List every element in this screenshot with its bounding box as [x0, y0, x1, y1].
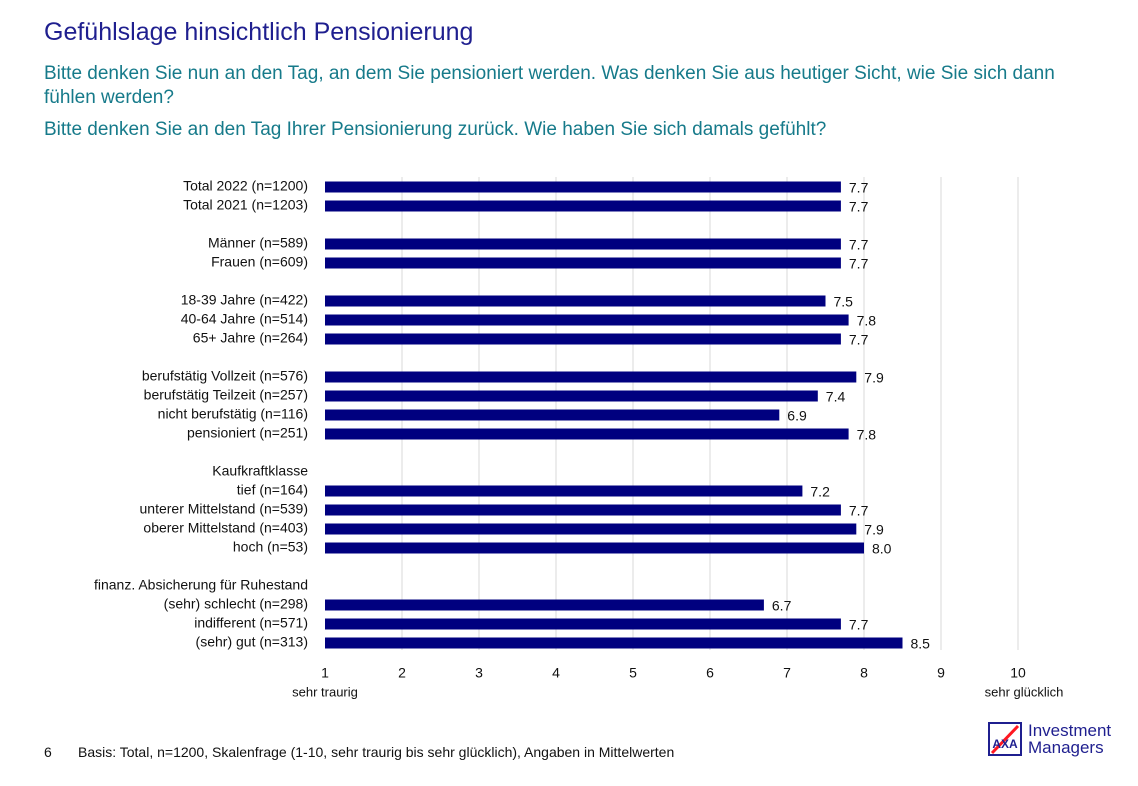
- bar-label: berufstätig Vollzeit (n=576): [142, 368, 308, 384]
- bar: [325, 542, 864, 554]
- data-label: 7.9: [864, 370, 884, 386]
- bar-label: 65+ Jahre (n=264): [193, 330, 308, 346]
- bar: [325, 371, 857, 383]
- x-tick-label: 8: [860, 665, 868, 681]
- bar-label: hoch (n=53): [233, 539, 308, 555]
- x-tick-label: 2: [398, 665, 406, 681]
- bar-label: berufstätig Teilzeit (n=257): [144, 387, 308, 403]
- survey-question-past: Bitte denken Sie an den Tag Ihrer Pensio…: [44, 119, 827, 140]
- bar: [325, 523, 857, 535]
- logo-text-line-1: Investment: [1028, 721, 1112, 740]
- data-label: 7.4: [826, 389, 846, 405]
- bar-label: Total 2021 (n=1203): [183, 197, 308, 213]
- bar: [325, 200, 841, 212]
- footnote: Basis: Total, n=1200, Skalenfrage (1-10,…: [78, 744, 675, 760]
- bar: [325, 314, 849, 326]
- bar: [325, 428, 849, 440]
- bar-label: (sehr) schlecht (n=298): [164, 596, 308, 612]
- bar-label: Frauen (n=609): [211, 254, 308, 270]
- bar: [325, 618, 841, 630]
- scale-min-label: sehr traurig: [292, 684, 358, 699]
- data-label: 7.7: [849, 332, 869, 348]
- x-tick-label: 1: [321, 665, 329, 681]
- bar-label: Total 2022 (n=1200): [183, 178, 308, 194]
- bar-label: tief (n=164): [237, 482, 308, 498]
- bar-label: 18-39 Jahre (n=422): [181, 292, 308, 308]
- data-label: 6.9: [787, 408, 807, 424]
- survey-question-future: Bitte denken Sie nun an den Tag, an dem …: [44, 63, 1055, 108]
- data-label: 7.7: [849, 503, 869, 519]
- bar: [325, 485, 803, 497]
- x-tick-label: 4: [552, 665, 560, 681]
- data-label: 7.8: [857, 427, 877, 443]
- data-label: 7.7: [849, 256, 869, 272]
- bar: [325, 238, 841, 250]
- data-label: 8.0: [872, 541, 892, 557]
- axa-logo-lettering: AXA: [992, 737, 1018, 751]
- data-label: 7.7: [849, 180, 869, 196]
- logo-text-line-2: Managers: [1028, 738, 1104, 757]
- bar: [325, 504, 841, 516]
- bar: [325, 409, 780, 421]
- x-tick-label: 5: [629, 665, 637, 681]
- x-tick-label: 10: [1010, 665, 1026, 681]
- bar-label: oberer Mittelstand (n=403): [143, 520, 308, 536]
- data-label: 7.8: [857, 313, 877, 329]
- bar: [325, 181, 841, 193]
- category-heading: finanz. Absicherung für Ruhestand: [94, 577, 308, 593]
- x-tick-label: 9: [937, 665, 945, 681]
- x-tick-label: 7: [783, 665, 791, 681]
- page-title: Gefühlslage hinsichtlich Pensionierung: [44, 18, 474, 46]
- bar: [325, 637, 903, 649]
- bar-label: (sehr) gut (n=313): [196, 634, 308, 650]
- bar-label: indifferent (n=571): [194, 615, 308, 631]
- bar: [325, 295, 826, 307]
- bar-label: pensioniert (n=251): [187, 425, 308, 441]
- data-label: 8.5: [911, 636, 931, 652]
- x-tick-label: 6: [706, 665, 714, 681]
- bar-label: unterer Mittelstand (n=539): [140, 501, 308, 517]
- axa-im-logo: AXA Investment Managers: [988, 720, 1118, 760]
- category-heading: Kaufkraftklasse: [212, 463, 308, 479]
- data-label: 7.9: [864, 522, 884, 538]
- data-label: 7.7: [849, 237, 869, 253]
- page-number: 6: [44, 744, 52, 760]
- bar: [325, 257, 841, 269]
- axa-logo-icon: AXA: [988, 722, 1022, 756]
- scale-max-label: sehr glücklich: [985, 684, 1064, 699]
- bar-label: 40-64 Jahre (n=514): [181, 311, 308, 327]
- bar: [325, 599, 764, 611]
- data-label: 6.7: [772, 598, 792, 614]
- bar-label: Männer (n=589): [208, 235, 308, 251]
- data-label: 7.5: [834, 294, 854, 310]
- bar: [325, 333, 841, 345]
- data-label: 7.7: [849, 617, 869, 633]
- data-label: 7.7: [849, 199, 869, 215]
- data-label: 7.2: [810, 484, 830, 500]
- bar: [325, 390, 818, 402]
- x-tick-label: 3: [475, 665, 483, 681]
- bar-label: nicht berufstätig (n=116): [158, 406, 308, 422]
